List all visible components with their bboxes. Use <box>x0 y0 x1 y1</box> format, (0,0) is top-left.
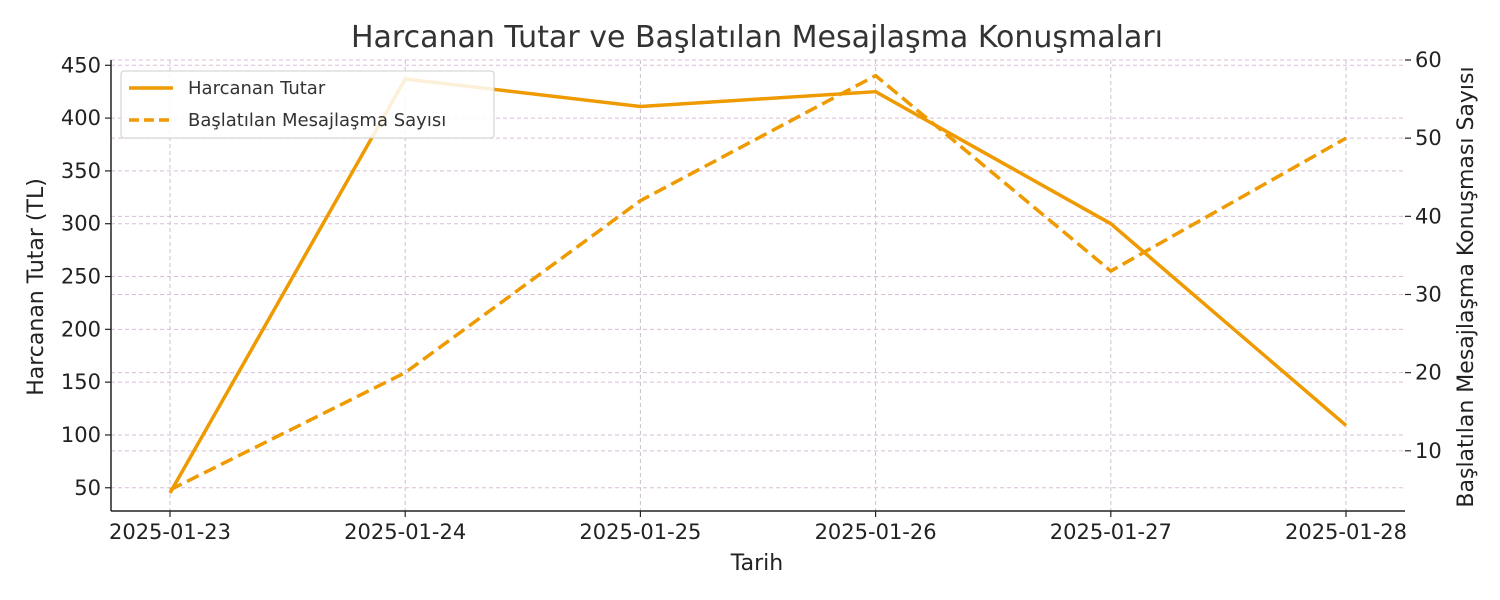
x-tick-label: 2025-01-23 <box>109 520 231 544</box>
chart-title: Harcanan Tutar ve Başlatılan Mesajlaşma … <box>351 20 1163 55</box>
y-left-tick-label: 200 <box>61 317 101 341</box>
y-left-tick-label: 100 <box>61 423 101 447</box>
y-right-tick-label: 10 <box>1415 439 1442 463</box>
y-left-tick-label: 50 <box>74 476 101 500</box>
x-axis-label: Tarih <box>730 551 783 576</box>
y-left-tick-label: 250 <box>61 265 101 289</box>
series-line-messages <box>169 73 1347 492</box>
x-tick-label: 2025-01-27 <box>1050 520 1172 544</box>
x-tick-label: 2025-01-24 <box>344 520 466 544</box>
x-tick-label: 2025-01-25 <box>579 520 701 544</box>
y-axis-right-label: Başlatılan Mesajlaşma Konuşması Sayısı <box>1454 66 1479 507</box>
series-lines <box>168 73 1348 494</box>
y-left-tick-label: 300 <box>61 212 101 236</box>
legend-box <box>120 70 495 139</box>
y-left-tick-label: 450 <box>61 53 101 77</box>
y-right-tick-label: 60 <box>1415 48 1442 72</box>
y-left-tick-label: 400 <box>61 106 101 130</box>
x-tick-label: 2025-01-26 <box>815 520 937 544</box>
y-left-tick-label: 150 <box>61 370 101 394</box>
y-axis-left-label: Harcanan Tutar (TL) <box>24 178 49 396</box>
grid <box>111 59 1405 511</box>
legend-label: Başlatılan Mesajlaşma Sayısı <box>188 110 446 131</box>
x-tick-label: 2025-01-28 <box>1285 520 1407 544</box>
y-right-tick-label: 20 <box>1415 361 1442 385</box>
y-left-tick-label: 350 <box>61 159 101 183</box>
y-right-tick-label: 40 <box>1415 204 1442 228</box>
series-line-spend <box>168 77 1348 494</box>
y-right-tick-label: 50 <box>1415 126 1442 150</box>
legend: Harcanan Tutar Başlatılan Mesajlaşma Sayı… <box>120 70 495 139</box>
legend-label: Harcanan Tutar <box>188 78 326 99</box>
y-right-tick-label: 30 <box>1415 282 1442 306</box>
axes: 2025-01-23 2025-01-24 2025-01-25 2025-01-26… <box>61 48 1442 544</box>
